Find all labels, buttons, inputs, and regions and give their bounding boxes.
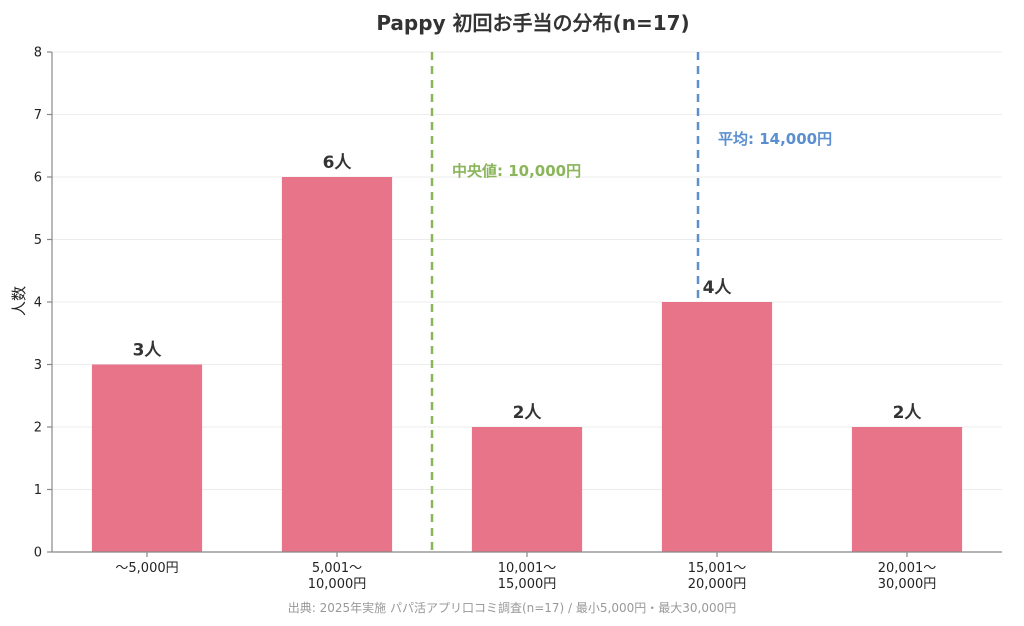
- x-tick-label: 15,001〜 20,000円: [688, 561, 747, 592]
- x-tick-label-line: 20,000円: [688, 577, 747, 592]
- data-label: 2人: [893, 403, 923, 423]
- data-label: 2人: [513, 403, 543, 423]
- bar: [661, 302, 773, 552]
- y-tick-label: 4: [34, 296, 42, 311]
- x-tick-label-line: 5,001〜: [312, 561, 362, 576]
- x-tick-label-line: 10,000円: [308, 577, 367, 592]
- data-label: 3人: [133, 341, 163, 361]
- y-tick-label: 2: [34, 421, 42, 436]
- x-tick-label-line: 15,001〜: [688, 561, 747, 576]
- x-tick-label-line: 15,000円: [498, 577, 557, 592]
- y-tick-label: 1: [34, 483, 42, 498]
- reference-lines: 中央値: 10,000円 平均: 14,000円: [430, 52, 832, 552]
- data-labels: 3人 6人 2人 4人 2人: [133, 153, 923, 423]
- bar: [91, 364, 203, 552]
- data-label: 4人: [703, 278, 733, 298]
- reference-line-label: 中央値: 10,000円: [452, 162, 581, 180]
- x-tick-label-line: 30,000円: [878, 577, 937, 592]
- x-tick-label-line: 20,001〜: [878, 561, 937, 576]
- x-tick-label: 20,001〜 30,000円: [878, 561, 937, 592]
- x-tick-label: 10,001〜 15,000円: [498, 561, 557, 592]
- x-tick-label: 5,001〜 10,000円: [308, 561, 367, 592]
- y-tick-label: 6: [34, 171, 42, 186]
- source-note: 出典: 2025年実施 パパ活アプリ口コミ調査(n=17) / 最小5,000円…: [288, 600, 737, 615]
- x-tick-label-line: 10,001〜: [498, 561, 557, 576]
- x-tick-label-line: 〜5,000円: [115, 561, 178, 576]
- bar: [281, 177, 393, 552]
- bar: [471, 427, 583, 552]
- y-tick-label: 5: [34, 233, 42, 248]
- bar: [851, 427, 963, 552]
- y-tick-label: 8: [34, 46, 42, 61]
- y-axis-label: 人数: [10, 286, 28, 316]
- y-tick-label: 7: [34, 108, 42, 123]
- chart-title: Pappy 初回お手当の分布(n=17): [376, 11, 689, 35]
- gridlines: [52, 51, 1002, 490]
- reference-line-label: 平均: 14,000円: [718, 130, 832, 148]
- data-label: 6人: [323, 153, 353, 173]
- x-tick-label: 〜5,000円: [115, 561, 178, 576]
- y-tick-label: 3: [34, 358, 42, 373]
- y-tick-label: 0: [34, 546, 42, 561]
- bars: [91, 177, 963, 552]
